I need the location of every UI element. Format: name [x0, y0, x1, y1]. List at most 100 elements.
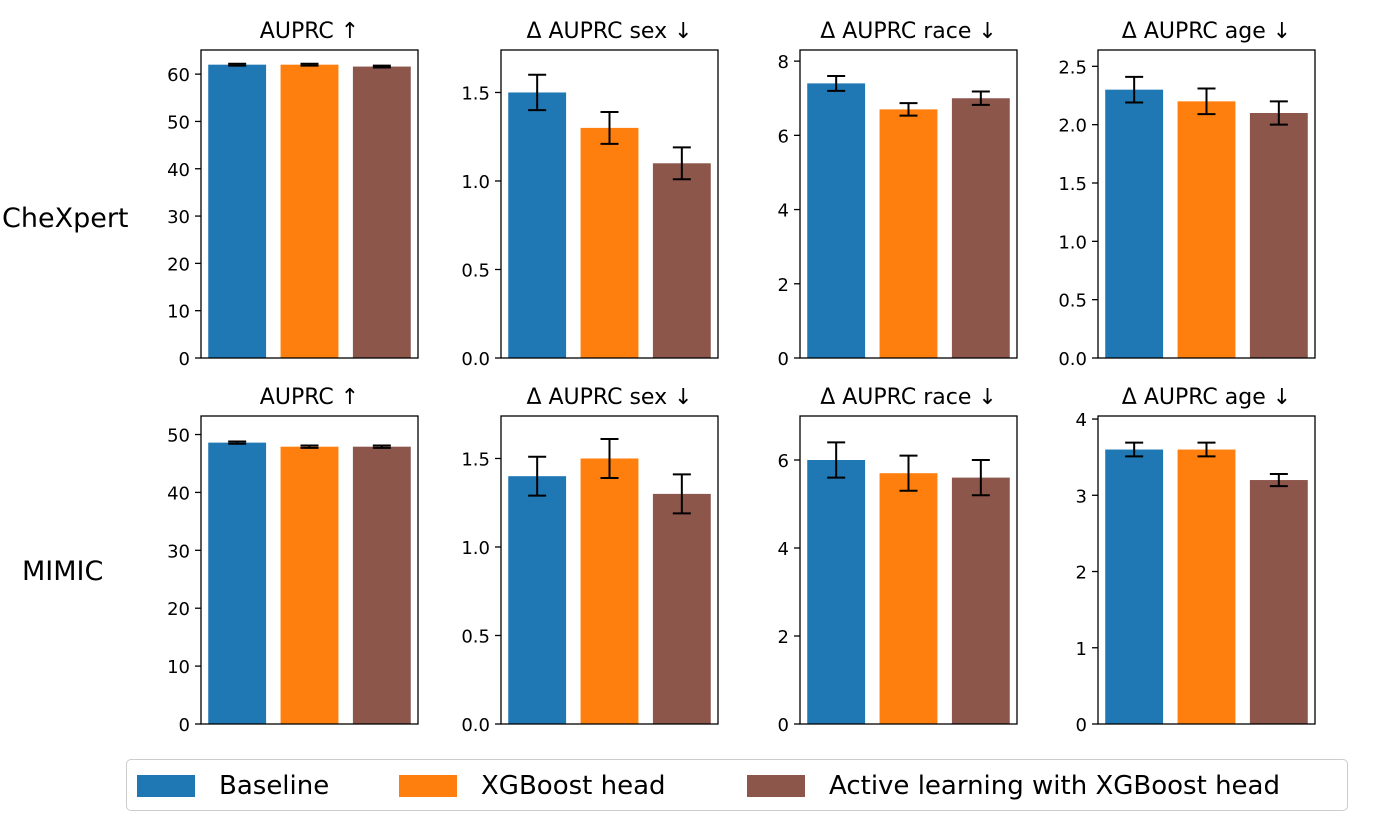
legend-swatch-baseline — [137, 775, 195, 797]
bar-xgboost-head — [1177, 101, 1236, 358]
chart-title: Δ AUPRC race ↓ — [820, 19, 997, 44]
error-bar-active-learning-with-xgboost-head — [372, 444, 391, 449]
y-tick-label: 1.5 — [461, 83, 490, 104]
row-label-chexpert: CheXpert — [2, 203, 129, 234]
error-bar-baseline — [1125, 441, 1144, 458]
bar-xgboost-head — [280, 64, 339, 359]
subplot-mimic-auprc-sex: Δ AUPRC sex ↓ 0.0 0.5 1.0 1.5 — [461, 385, 719, 736]
chart-title: Δ AUPRC sex ↓ — [526, 385, 692, 410]
bar-active-learning-with-xgboost-head — [1249, 480, 1308, 724]
y-tick-label: 4 — [778, 539, 789, 560]
error-bar-xgboost-head — [899, 454, 918, 492]
legend-item-active-learning: Active learning with XGBoost head — [747, 760, 1280, 812]
bar-baseline — [208, 64, 267, 359]
legend-label-active-learning: Active learning with XGBoost head — [829, 771, 1280, 801]
error-bar-xgboost-head — [300, 62, 319, 67]
error-bar-baseline — [528, 73, 547, 112]
y-tick-label: 30 — [167, 207, 190, 228]
error-bar-xgboost-head — [899, 102, 918, 117]
y-tick-label: 1.0 — [1058, 232, 1087, 253]
subplot-mimic-auprc-race: Δ AUPRC race ↓ 0 2 4 6 — [778, 385, 1018, 736]
error-bar-xgboost-head — [600, 438, 619, 479]
axes-frame — [1097, 415, 1316, 725]
error-bar-active-learning-with-xgboost-head — [672, 473, 691, 515]
y-tick-label: 2 — [1076, 563, 1087, 584]
axes-frame — [1097, 49, 1316, 359]
chart-title: Δ AUPRC race ↓ — [820, 385, 997, 410]
legend-swatch-active-learning — [747, 775, 805, 797]
bar-active-learning-with-xgboost-head — [352, 66, 411, 358]
error-bar-baseline — [827, 74, 846, 92]
bar-baseline — [1105, 449, 1164, 724]
bar-xgboost-head — [879, 473, 938, 724]
legend-label-baseline: Baseline — [219, 771, 330, 801]
bar-active-learning-with-xgboost-head — [951, 477, 1010, 724]
y-tick-label: 0.5 — [1058, 291, 1087, 312]
error-bar-baseline — [228, 62, 247, 67]
error-bar-baseline — [1125, 75, 1144, 104]
y-tick-label: 50 — [167, 426, 190, 447]
y-tick-label: 4 — [778, 201, 789, 222]
y-tick-label: 8 — [778, 52, 789, 73]
y-tick-label: 0 — [1076, 715, 1087, 736]
bar-baseline — [1105, 89, 1164, 359]
bar-baseline — [807, 83, 866, 359]
legend-label-xgboost-head: XGBoost head — [481, 771, 666, 801]
y-tick-label: 2.5 — [1058, 57, 1087, 78]
bar-xgboost-head — [879, 109, 938, 358]
y-tick-label: 4 — [1076, 410, 1087, 431]
y-tick-label: 20 — [167, 254, 190, 275]
error-bar-active-learning-with-xgboost-head — [372, 64, 391, 69]
y-tick-label: 10 — [167, 302, 190, 323]
axes-frame — [200, 49, 419, 359]
error-bar-baseline — [528, 455, 547, 497]
error-bar-xgboost-head — [1197, 441, 1216, 458]
axes-frame — [500, 415, 719, 725]
error-bar-xgboost-head — [300, 444, 319, 449]
axes-frame — [799, 49, 1018, 359]
bar-xgboost-head — [580, 127, 639, 358]
bar-active-learning-with-xgboost-head — [352, 446, 411, 724]
error-bar-xgboost-head — [1197, 87, 1216, 116]
subplot-mimic-auprc-age: Δ AUPRC age ↓ 0 1 2 3 4 — [1076, 385, 1316, 736]
y-tick-label: 0 — [179, 715, 190, 736]
axes-frame — [799, 415, 1018, 725]
y-tick-label: 20 — [167, 599, 190, 620]
error-bar-baseline — [827, 441, 846, 479]
y-tick-label: 0 — [778, 715, 789, 736]
y-tick-label: 0.0 — [461, 349, 490, 370]
y-tick-label: 1.5 — [1058, 174, 1087, 195]
bar-xgboost-head — [280, 446, 339, 724]
chart-title: Δ AUPRC sex ↓ — [526, 19, 692, 44]
subplot-chexpert-auprc-age: Δ AUPRC age ↓ 0.0 0.5 1.0 1.5 2.0 2.5 — [1058, 19, 1316, 370]
y-tick-label: 1.5 — [461, 449, 490, 470]
axes-frame — [200, 415, 419, 725]
bar-xgboost-head — [1177, 449, 1236, 724]
chart-title: AUPRC ↑ — [260, 385, 359, 410]
y-tick-label: 0.5 — [461, 260, 490, 281]
subplot-chexpert-auprc-sex: Δ AUPRC sex ↓ 0.0 0.5 1.0 1.5 — [461, 19, 719, 370]
y-tick-label: 6 — [778, 126, 789, 147]
bar-xgboost-head — [580, 458, 639, 724]
y-tick-label: 0 — [778, 349, 789, 370]
y-tick-label: 30 — [167, 541, 190, 562]
y-tick-label: 1.0 — [461, 538, 490, 559]
y-tick-label: 40 — [167, 483, 190, 504]
y-tick-label: 6 — [778, 451, 789, 472]
y-tick-label: 60 — [167, 65, 190, 86]
row-label-mimic: MIMIC — [22, 556, 104, 587]
chart-title: AUPRC ↑ — [260, 19, 359, 44]
bar-baseline — [508, 476, 567, 724]
error-bar-active-learning-with-xgboost-head — [1269, 472, 1288, 488]
error-bar-baseline — [228, 440, 247, 445]
y-tick-label: 3 — [1076, 486, 1087, 507]
subplot-mimic-auprc: AUPRC ↑ 0 10 20 30 40 50 — [167, 385, 419, 736]
axes-frame — [500, 49, 719, 359]
y-tick-label: 0 — [179, 349, 190, 370]
y-tick-label: 50 — [167, 112, 190, 133]
bar-baseline — [807, 460, 866, 724]
y-tick-label: 1.0 — [461, 172, 490, 193]
legend-item-baseline: Baseline — [137, 760, 329, 812]
subplot-chexpert-auprc: AUPRC ↑ 0 10 20 30 40 50 60 — [167, 19, 419, 370]
